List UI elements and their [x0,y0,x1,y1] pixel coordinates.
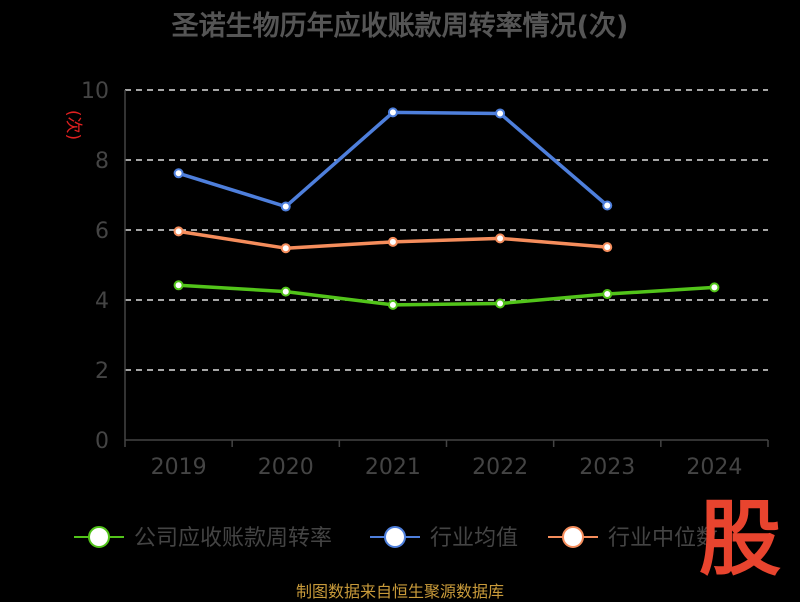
data-point [602,200,613,211]
x-tick-label: 2022 [472,455,528,480]
y-tick-label: 2 [95,359,109,384]
legend-marker [562,526,584,548]
data-point [387,236,398,247]
data-point [280,286,291,297]
data-point [602,289,613,300]
legend-marker [88,526,110,548]
legend-label: 公司应收账款周转率 [134,526,332,551]
x-tick-label: 2020 [258,455,314,480]
data-point [173,168,184,179]
y-tick-label: 8 [95,149,109,174]
data-source-note: 制图数据来自恒生聚源数据库 [295,582,504,601]
data-point [280,243,291,254]
x-tick-label: 2024 [686,455,742,480]
legend-marker [384,526,406,548]
x-tick-label: 2023 [579,455,635,480]
watermark-logo: 股 [698,492,781,587]
y-axis-label: (次) [63,110,83,140]
x-tick-label: 2019 [151,455,207,480]
x-tick-label: 2021 [365,455,421,480]
data-point [173,226,184,237]
legend-label: 行业中位数 [608,526,718,551]
y-tick-label: 4 [95,289,109,314]
data-point [495,298,506,309]
series-line-0 [178,283,715,307]
y-tick-label: 0 [95,429,109,454]
y-tick-label: 6 [95,219,109,244]
data-point [280,201,291,212]
data-point [495,108,506,119]
y-tick-label: 10 [81,79,109,104]
data-point [602,242,613,253]
data-point [709,282,720,293]
data-point [173,280,184,291]
legend-label: 行业均值 [430,526,518,551]
data-point [495,233,506,244]
data-point [387,107,398,118]
chart-title: 圣诺生物历年应收账款周转率情况(次) [171,11,629,42]
data-point [387,299,398,310]
